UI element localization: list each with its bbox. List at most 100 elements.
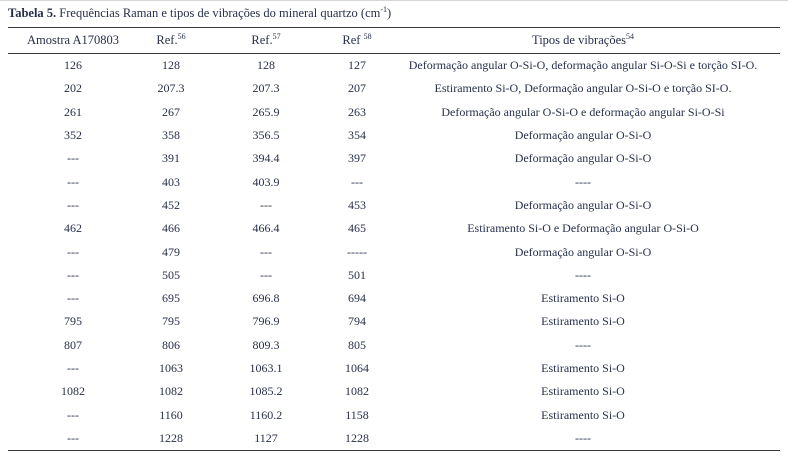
table-cell: ---	[67, 174, 79, 189]
table-cell: 1063	[159, 361, 183, 375]
table-cell: 806	[162, 337, 180, 352]
table-cell: ---	[67, 267, 79, 282]
table-row: --- 403 403.9 --- ----	[8, 170, 780, 193]
table-cell: 1082	[61, 384, 85, 399]
table-cell: Estiramento Si-O	[541, 384, 625, 399]
table-row: 462 466 466.4 465 Estiramento Si-O e Deforma…	[8, 217, 780, 240]
column-header-amostra: Amostra A170803	[8, 27, 138, 54]
column-header-label: Ref	[342, 33, 364, 47]
table-cell: 462	[64, 221, 82, 236]
table-cell: 267	[162, 104, 180, 119]
table-cell: ---	[67, 151, 79, 166]
table-caption-text: Frequências Raman e tipos de vibrações d…	[56, 6, 381, 20]
column-header-superscript: 54	[625, 31, 634, 41]
column-header-ref56: Ref.56	[138, 27, 204, 54]
column-header-ref57: Ref.57	[204, 27, 328, 54]
table-cell: 795	[64, 314, 82, 329]
table-body: 126 128 128 127 Deformação angular O-Si-O, d…	[8, 54, 780, 452]
table-cell: ---	[67, 291, 79, 306]
column-header-label: Amostra A170803	[26, 33, 119, 47]
table-cell: ---	[67, 197, 79, 212]
table-cell: 1160.2	[249, 407, 283, 422]
table-row: --- 1063 1063.1 1064 Estiramento Si-O	[8, 357, 780, 380]
table-header: Amostra A170803 Ref.56 Ref.57 Ref 58 Tip…	[8, 27, 780, 54]
table-cell: Estiramento Si-O	[541, 291, 625, 306]
column-header-label: Ref.	[156, 33, 178, 47]
table-caption-close: )	[387, 6, 392, 20]
table-caption-label: Tabela 5.	[8, 6, 57, 20]
table-cell: 1228	[138, 426, 204, 452]
table-cell: 696.8	[252, 291, 280, 306]
table-cell: 501	[348, 267, 366, 282]
table-row: --- 695 696.8 694 Estiramento Si-O	[8, 287, 780, 310]
table-cell: 796.9	[252, 314, 280, 329]
table-cell: 1063.1	[249, 361, 283, 375]
column-header-tipos-vibracoes: Tipos de vibrações54	[386, 27, 780, 54]
table-cell: 1085.2	[249, 384, 283, 399]
raman-frequencies-table: Amostra A170803 Ref.56 Ref.57 Ref 58 Tip…	[8, 27, 780, 452]
table-cell: ---	[67, 244, 79, 259]
table-cell: 795	[162, 314, 180, 329]
table-cell: 126	[64, 58, 82, 73]
table-cell: Deformação angular O-Si-O	[514, 197, 652, 212]
table-cell: 452	[162, 197, 180, 212]
table-cell: 394.4	[252, 151, 280, 166]
table-row: 1082 1082 1085.2 1082 Estiramento Si-O	[8, 380, 780, 403]
table-cell: 1228	[328, 426, 386, 452]
table-cell: Estiramento Si-O	[541, 361, 625, 375]
table-row: 352 358 356.5 354 Deformação angular O-Si-O	[8, 124, 780, 147]
table-cell: ----	[575, 174, 591, 189]
table-cell: 1127	[204, 426, 328, 452]
table-caption: Tabela 5. Frequências Raman e tipos de v…	[8, 5, 780, 21]
table-cell: 128	[162, 58, 180, 73]
table-cell: Deformação angular O-Si-O	[514, 151, 652, 166]
table-cell: 358	[162, 128, 180, 143]
table-cell: 1082	[159, 384, 183, 399]
table-cell: 805	[348, 337, 366, 352]
table-row: --- 479 --- ----- Deformação angular O-Si-O	[8, 240, 780, 263]
table-cell: 809.3	[252, 337, 280, 352]
table-cell: 1160	[159, 407, 183, 422]
table-cell: Estiramento Si-O e Deformação angular O-…	[467, 221, 699, 236]
table-cell: Deformação angular O-Si-O	[514, 244, 652, 259]
table-header-row: Amostra A170803 Ref.56 Ref.57 Ref 58 Tip…	[8, 27, 780, 54]
table-cell: 807	[64, 337, 82, 352]
table-cell: ---	[260, 267, 272, 282]
table-cell: 354	[348, 128, 366, 143]
table-cell: 207	[348, 81, 366, 96]
table-cell: 453	[348, 197, 366, 212]
table-cell: 694	[348, 291, 366, 306]
table-cell: ---	[67, 407, 79, 422]
table-cell: 505	[162, 267, 180, 282]
table-row: 126 128 128 127 Deformação angular O-Si-O, d…	[8, 54, 780, 78]
table-cell: 391	[162, 151, 180, 166]
column-header-superscript: 58	[363, 31, 372, 41]
table-cell: ---	[351, 174, 363, 189]
table-cell: ---	[260, 197, 272, 212]
table-cell: Deformação angular O-Si-O, deformação an…	[408, 58, 758, 73]
table-cell: Estiramento Si-O	[541, 314, 625, 329]
table-row: --- 452 --- 453 Deformação angular O-Si-O	[8, 194, 780, 217]
column-header-label: Tipos de vibrações	[532, 33, 626, 47]
table-cell: ---	[8, 426, 138, 452]
column-header-superscript: 56	[177, 31, 186, 41]
table-row: 202 207.3 207.3 207 Estiramento Si-O, Deform…	[8, 77, 780, 100]
table-cell: 1064	[345, 361, 369, 375]
table-cell: 261	[64, 104, 82, 119]
table-row: 795 795 796.9 794 Estiramento Si-O	[8, 310, 780, 333]
table-cell: 207.3	[157, 81, 185, 96]
table-cell: 128	[257, 58, 275, 73]
table-row: --- 1228 1127 1228 ----	[8, 426, 780, 452]
table-row: 261 267 265.9 263 Deformação angular O-Si-O …	[8, 101, 780, 124]
table-cell: Deformação angular O-Si-O	[514, 128, 652, 143]
table-cell: 466	[162, 221, 180, 236]
table-cell: 352	[64, 128, 82, 143]
table-cell: 403.9	[252, 174, 280, 189]
table-cell: 479	[162, 244, 180, 259]
table-cell: 263	[348, 104, 366, 119]
table-cell: -----	[347, 244, 367, 259]
table-cell: ---	[67, 361, 79, 375]
column-header-superscript: 57	[272, 31, 281, 41]
table-cell: ----	[386, 426, 780, 452]
